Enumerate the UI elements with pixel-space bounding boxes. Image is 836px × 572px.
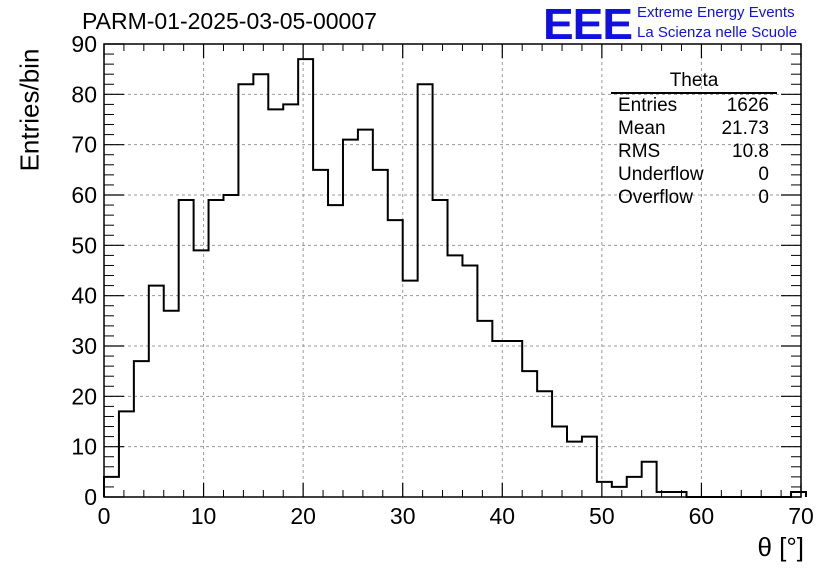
- histogram-bin: [492, 341, 507, 497]
- histogram-bin: [149, 286, 164, 497]
- y-tick-label: 50: [71, 232, 97, 258]
- x-tick-label: 10: [191, 503, 217, 529]
- x-tick-label: 20: [290, 503, 316, 529]
- histogram-bin: [507, 341, 522, 497]
- histogram-bin: [313, 170, 328, 497]
- histogram-bin: [298, 59, 313, 497]
- histogram-bin: [433, 200, 448, 497]
- chart-title: PARM-01-2025-03-05-00007: [82, 8, 377, 34]
- eee-logo: EEE: [543, 0, 633, 49]
- histogram-bin: [582, 437, 597, 497]
- stats-label: Mean: [618, 118, 666, 139]
- histogram-bin: [552, 427, 567, 497]
- x-tick-label: 0: [98, 503, 111, 529]
- histogram-bin: [627, 477, 642, 497]
- histogram-bin: [537, 391, 552, 497]
- histogram-bin: [179, 200, 194, 497]
- histogram-bin: [567, 442, 582, 497]
- brand-line-1: Extreme Energy Events: [637, 4, 795, 21]
- histogram-bin: [209, 200, 224, 497]
- histogram-bin: [791, 492, 806, 497]
- stats-row-rms: RMS 10.8: [611, 140, 777, 163]
- stats-value: 1626: [726, 95, 769, 116]
- histogram-bins: [103, 58, 807, 498]
- stats-value: 0: [758, 187, 769, 208]
- histogram-bin: [238, 84, 253, 497]
- histogram-bin: [403, 281, 418, 497]
- histogram-bin: [672, 492, 687, 497]
- histogram-bin: [343, 140, 358, 497]
- histogram-bin: [462, 265, 477, 497]
- stats-row-entries: Entries 1626: [611, 94, 777, 117]
- histogram-bin: [612, 487, 627, 497]
- histogram-bin: [373, 170, 388, 497]
- histogram-bin: [164, 311, 179, 497]
- x-tick-label: 40: [489, 503, 515, 529]
- y-tick-label: 30: [71, 333, 97, 359]
- histogram-bin: [657, 492, 672, 497]
- histogram-bin: [268, 109, 283, 497]
- y-tick-label: 40: [71, 283, 97, 309]
- histogram-bin: [388, 220, 403, 497]
- histogram-bin: [119, 411, 134, 497]
- stats-label: Entries: [618, 95, 678, 116]
- stats-value: 10.8: [732, 141, 769, 162]
- y-tick-label: 0: [84, 484, 97, 510]
- y-tick-label: 70: [71, 132, 97, 158]
- histogram-bin: [522, 371, 537, 497]
- histogram-bin: [477, 321, 492, 497]
- brand-line-2: La Scienza nelle Scuole: [637, 24, 798, 41]
- histogram-bin: [597, 482, 612, 497]
- y-tick-label: 20: [71, 383, 97, 409]
- y-tick-label: 60: [71, 182, 97, 208]
- y-tick-label: 90: [71, 31, 97, 57]
- x-axis-label: θ [°]: [757, 532, 804, 562]
- histogram-bin: [283, 104, 298, 497]
- y-tick-label: 80: [71, 81, 97, 107]
- histogram-bin: [448, 255, 463, 497]
- stats-row-mean: Mean 21.73: [611, 117, 777, 140]
- plot-frame: [103, 43, 802, 498]
- tick-labels: 0 10 20 30 40 50 60 70 0 10 20 30 40 50 60 70 80 90: [71, 31, 813, 529]
- histogram-bin: [194, 250, 209, 497]
- stats-row-underflow: Underflow 0: [611, 163, 777, 186]
- stats-title: Theta: [611, 70, 777, 94]
- histogram-bin: [642, 462, 657, 497]
- histogram-bin: [358, 130, 373, 497]
- histogram-bin: [418, 84, 433, 497]
- stats-value: 0: [758, 164, 769, 185]
- stats-row-overflow: Overflow 0: [611, 186, 777, 209]
- x-tick-label: 50: [589, 503, 615, 529]
- x-tick-label: 60: [689, 503, 715, 529]
- y-tick-label: 10: [71, 434, 97, 460]
- histogram-bin: [328, 205, 343, 497]
- x-tick-label: 30: [390, 503, 416, 529]
- axis-ticks: [103, 43, 802, 498]
- histogram-bin: [134, 361, 149, 497]
- histogram-bin: [104, 477, 119, 497]
- grid-lines: [104, 44, 801, 497]
- stats-box: Theta Entries 1626 Mean 21.73 RMS 10.8 U…: [611, 70, 777, 209]
- x-tick-label: 70: [788, 503, 814, 529]
- stats-value: 21.73: [721, 118, 769, 139]
- stats-label: Underflow: [618, 164, 704, 185]
- stats-label: Overflow: [618, 187, 693, 208]
- histogram-bin: [223, 195, 238, 497]
- histogram-outline: [103, 58, 807, 498]
- histogram-bin: [253, 74, 268, 497]
- stats-label: RMS: [618, 141, 661, 162]
